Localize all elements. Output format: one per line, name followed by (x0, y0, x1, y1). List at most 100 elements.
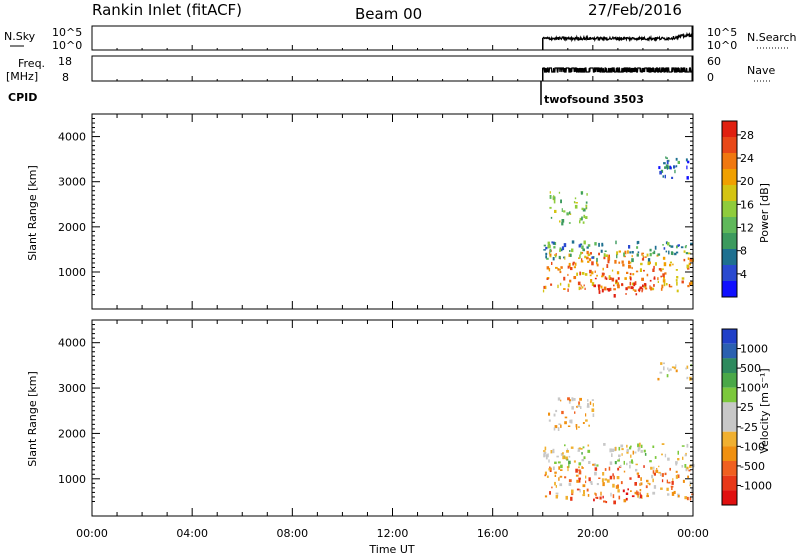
heatmap-cell (618, 454, 621, 457)
heatmap-cell (604, 276, 607, 280)
colorbar-swatch (722, 121, 737, 137)
heatmap-cell (617, 484, 619, 488)
colorbar-tick-label: 25 (740, 401, 754, 414)
heatmap-cell (580, 284, 582, 287)
heatmap-cell (654, 245, 657, 250)
heatmap-cell (685, 245, 687, 247)
heatmap-cell (549, 244, 551, 248)
heatmap-cell (575, 202, 578, 204)
velocity-ylabel: Slant Range [km] (26, 371, 39, 467)
heatmap-cell (574, 197, 577, 200)
heatmap-cell (616, 251, 619, 256)
heatmap-cell (587, 260, 590, 263)
heatmap-cell (568, 262, 571, 267)
heatmap-cell (689, 484, 691, 487)
heatmap-cell (685, 158, 688, 162)
heatmap-cell (579, 243, 583, 246)
velocity-panel-frame (91, 319, 694, 517)
heatmap-cell (636, 253, 639, 257)
heatmap-cell (595, 496, 597, 499)
heatmap-cell (661, 453, 663, 456)
heatmap-cell (585, 201, 588, 204)
heatmap-cell (686, 496, 689, 501)
colorbar-tick-label: -100 (740, 440, 765, 453)
heatmap-cell (617, 467, 620, 471)
heatmap-cell (613, 500, 616, 505)
heatmap-cell (615, 279, 618, 283)
heatmap-cell (601, 288, 604, 293)
heatmap-cell (669, 285, 673, 288)
heatmap-cell (632, 273, 635, 276)
heatmap-cell (573, 201, 576, 204)
heatmap-cell (644, 283, 647, 287)
heatmap-cell (615, 240, 617, 245)
heatmap-cell (604, 468, 607, 471)
heatmap-cell (576, 479, 580, 483)
heatmap-cell (566, 458, 569, 461)
heatmap-cell (589, 252, 592, 255)
heatmap-cell (666, 166, 668, 170)
colorbar-swatch (722, 417, 737, 432)
heatmap-cell (690, 280, 693, 285)
heatmap-cell (552, 448, 555, 452)
heatmap-cell (663, 277, 665, 279)
heatmap-cell (675, 474, 678, 479)
heatmap-cell (630, 445, 632, 448)
heatmap-cell (576, 405, 578, 408)
heatmap-cell (571, 397, 574, 402)
heatmap-cell (681, 445, 685, 447)
heatmap-cell (634, 281, 637, 285)
heatmap-cell (571, 406, 574, 410)
power-colorbar: 4 8 12 16 20 24 28 (721, 120, 754, 298)
colorbar-swatch (722, 201, 737, 217)
heatmap-cell (553, 413, 556, 417)
heatmap-cell (623, 470, 626, 473)
heatmap-cell (651, 474, 654, 479)
heatmap-cell (658, 166, 661, 170)
heatmap-cell (635, 293, 638, 296)
heatmap-cell (551, 241, 554, 244)
colorbar-tick-label: 24 (740, 152, 754, 165)
heatmap-cell (644, 453, 647, 456)
heatmap-cell (549, 248, 552, 253)
nsky-tick-low: 10^0 (52, 39, 82, 52)
heatmap-cell (660, 269, 663, 272)
heatmap-cell (608, 254, 610, 258)
heatmap-cell (591, 271, 594, 275)
heatmap-cell (599, 496, 602, 500)
heatmap-cell (682, 479, 685, 483)
heatmap-cell (668, 244, 671, 247)
heatmap-cell (685, 452, 687, 456)
heatmap-cell (662, 244, 664, 246)
heatmap-cell (676, 276, 679, 279)
x-tick-label: 08:00 (276, 527, 308, 540)
colorbar-tick-label: 20 (740, 175, 754, 188)
heatmap-cell (588, 258, 592, 262)
heatmap-cell (596, 496, 599, 499)
heatmap-cell (582, 248, 585, 252)
heatmap-cell (560, 469, 563, 471)
heatmap-cell (665, 283, 668, 286)
heatmap-cell (582, 484, 586, 488)
heatmap-cell (604, 250, 607, 252)
heatmap-cell (563, 256, 565, 259)
colorbar-tick-label: 12 (740, 222, 754, 235)
heatmap-cell (664, 166, 667, 169)
heatmap-cell (572, 262, 575, 266)
heatmap-cell (560, 199, 562, 204)
heatmap-cell (658, 268, 662, 271)
heatmap-cell (668, 369, 670, 372)
heatmap-cell (566, 466, 570, 468)
heatmap-cell (659, 472, 662, 476)
heatmap-cell (607, 256, 611, 261)
heatmap-cell (553, 427, 556, 431)
heatmap-cell (639, 489, 642, 492)
heatmap-cell (671, 366, 675, 369)
heatmap-cell (578, 470, 582, 475)
heatmap-cell (627, 488, 629, 491)
heatmap-cell (652, 470, 655, 474)
heatmap-cell (653, 466, 655, 470)
heatmap-cell (571, 240, 575, 244)
colorbar-tick-label: -25 (740, 421, 758, 434)
x-tick-label: 04:00 (176, 527, 208, 540)
